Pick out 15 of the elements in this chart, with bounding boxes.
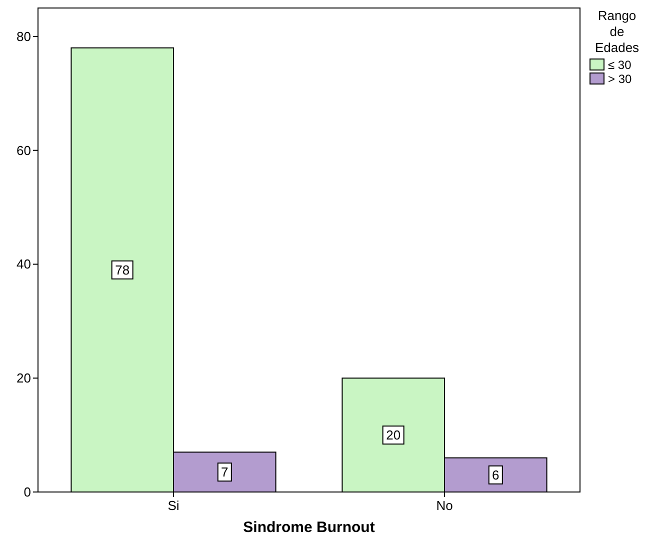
legend-label: ≤ 30 [608,58,632,72]
data-label: 7 [221,464,228,480]
x-tick-label: No [436,498,453,513]
data-label: 78 [115,262,130,278]
x-axis-title: Sindrome Burnout [243,519,375,536]
data-label: 6 [492,467,500,482]
y-tick-label: 60 [16,142,31,158]
data-label: 20 [386,428,401,443]
y-tick-label: 80 [16,28,31,44]
y-tick-label: 20 [16,370,31,386]
legend-title: Rango de Edades [594,8,640,55]
y-tick-label: 0 [24,484,31,500]
legend-label: > 30 [608,72,632,86]
x-tick-label: Si [168,498,180,513]
y-tick-label: 40 [16,256,31,272]
